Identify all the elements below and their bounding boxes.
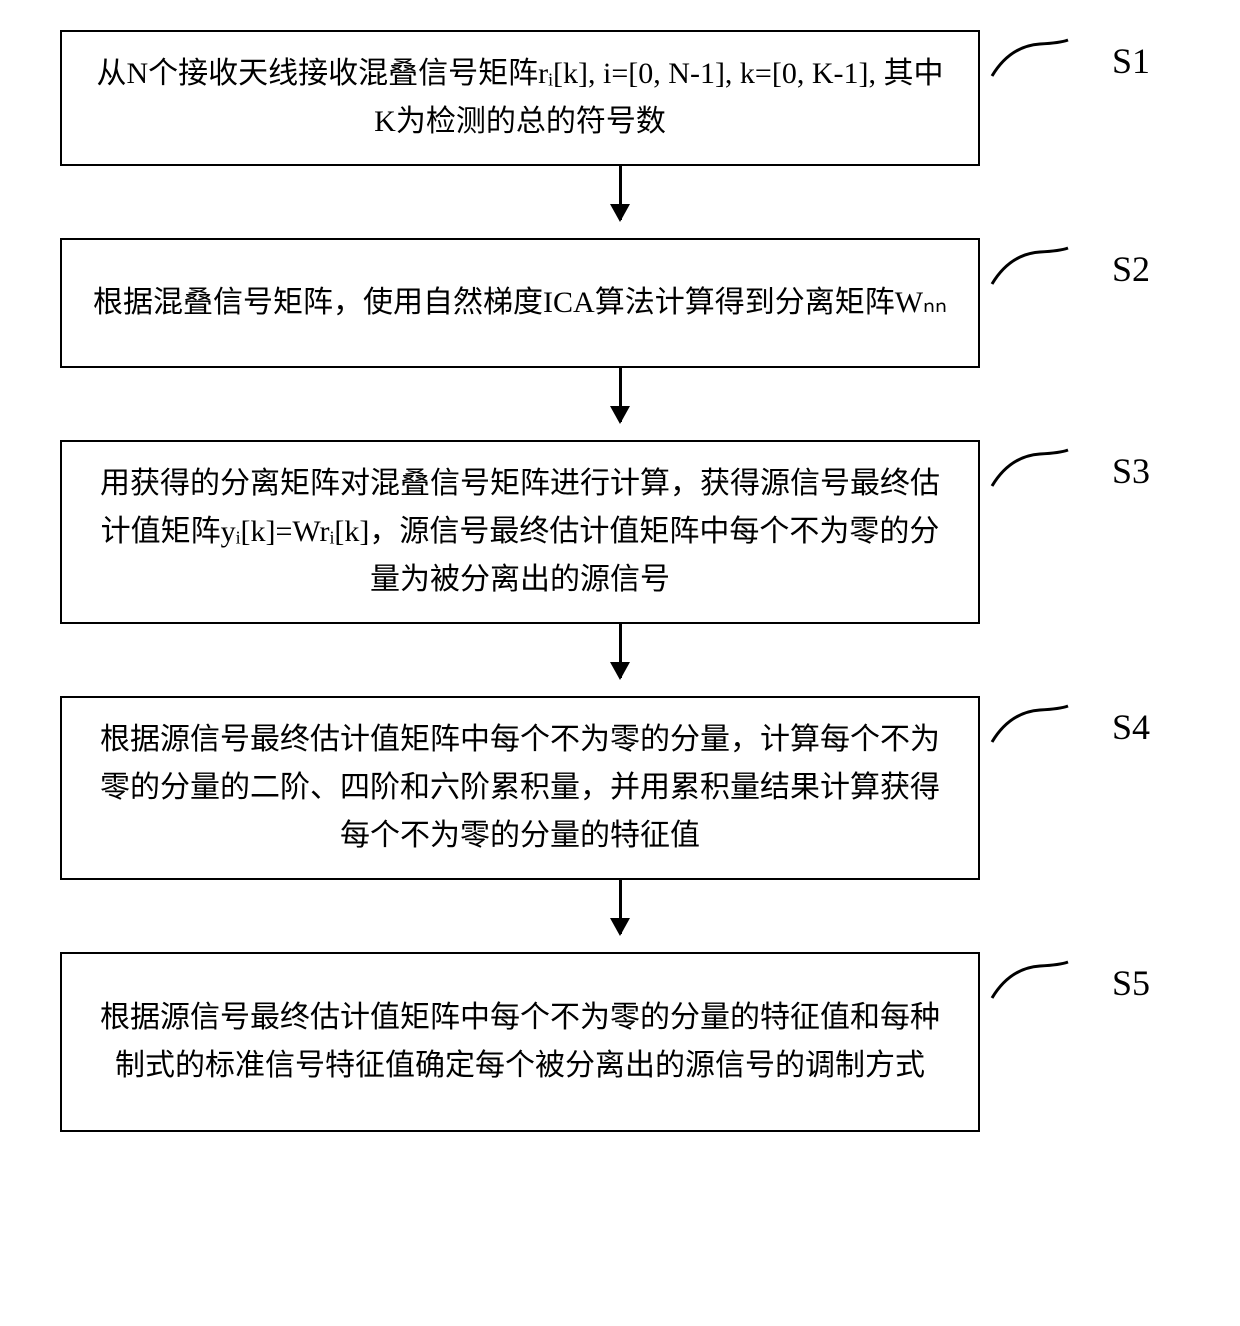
step-s5-label: S5: [1112, 962, 1150, 1004]
step-s2-text: 根据混叠信号矩阵，使用自然梯度ICA算法计算得到分离矩阵Wₙₙ: [93, 279, 947, 327]
step-s3-text: 用获得的分离矩阵对混叠信号矩阵进行计算，获得源信号最终估计值矩阵yᵢ[k]=Wr…: [86, 460, 954, 604]
step-s3-box: 用获得的分离矩阵对混叠信号矩阵进行计算，获得源信号最终估计值矩阵yᵢ[k]=Wr…: [60, 440, 980, 624]
arrow-s1-s2: [160, 166, 1080, 238]
arrow-line: [619, 880, 622, 934]
step-s5-text: 根据源信号最终估计值矩阵中每个不为零的分量的特征值和每种制式的标准信号特征值确定…: [86, 994, 954, 1090]
arrow-line: [619, 166, 622, 220]
bracket-s1: [990, 38, 1070, 78]
bracket-s4: [990, 704, 1070, 744]
arrow-s3-s4: [160, 624, 1080, 696]
step-s2-box: 根据混叠信号矩阵，使用自然梯度ICA算法计算得到分离矩阵Wₙₙ: [60, 238, 980, 368]
bracket-s3: [990, 448, 1070, 488]
step-s1-text: 从N个接收天线接收混叠信号矩阵rᵢ[k], i=[0, N-1], k=[0, …: [86, 50, 954, 146]
arrow-s2-s3: [160, 368, 1080, 440]
step-s3-container: 用获得的分离矩阵对混叠信号矩阵进行计算，获得源信号最终估计值矩阵yᵢ[k]=Wr…: [60, 440, 1180, 624]
step-s1-box: 从N个接收天线接收混叠信号矩阵rᵢ[k], i=[0, N-1], k=[0, …: [60, 30, 980, 166]
step-s5-container: 根据源信号最终估计值矩阵中每个不为零的分量的特征值和每种制式的标准信号特征值确定…: [60, 952, 1180, 1132]
step-s1-label: S1: [1112, 40, 1150, 82]
flowchart-container: 从N个接收天线接收混叠信号矩阵rᵢ[k], i=[0, N-1], k=[0, …: [60, 30, 1180, 1132]
step-s2-container: 根据混叠信号矩阵，使用自然梯度ICA算法计算得到分离矩阵Wₙₙ S2: [60, 238, 1180, 368]
step-s5-box: 根据源信号最终估计值矩阵中每个不为零的分量的特征值和每种制式的标准信号特征值确定…: [60, 952, 980, 1132]
arrow-s4-s5: [160, 880, 1080, 952]
step-s4-label: S4: [1112, 706, 1150, 748]
step-s4-box: 根据源信号最终估计值矩阵中每个不为零的分量，计算每个不为零的分量的二阶、四阶和六…: [60, 696, 980, 880]
step-s4-text: 根据源信号最终估计值矩阵中每个不为零的分量，计算每个不为零的分量的二阶、四阶和六…: [86, 716, 954, 860]
step-s2-label: S2: [1112, 248, 1150, 290]
step-s1-container: 从N个接收天线接收混叠信号矩阵rᵢ[k], i=[0, N-1], k=[0, …: [60, 30, 1180, 166]
step-s4-container: 根据源信号最终估计值矩阵中每个不为零的分量，计算每个不为零的分量的二阶、四阶和六…: [60, 696, 1180, 880]
bracket-s5: [990, 960, 1070, 1000]
arrow-line: [619, 624, 622, 678]
bracket-s2: [990, 246, 1070, 286]
step-s3-label: S3: [1112, 450, 1150, 492]
arrow-line: [619, 368, 622, 422]
